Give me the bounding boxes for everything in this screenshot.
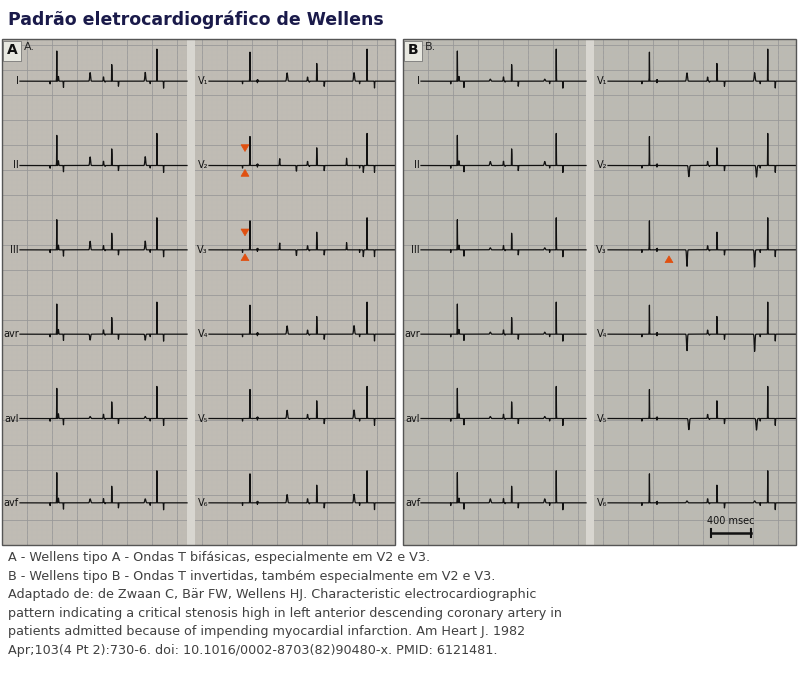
Text: III: III [10,245,19,255]
Bar [2,39,395,545]
Polygon shape [665,256,673,263]
Text: B.: B. [425,42,436,52]
Text: 400 msec: 400 msec [707,516,754,526]
Bar [403,39,796,545]
Text: avl: avl [5,414,19,423]
Bar [3,41,21,61]
Bar [2,39,395,545]
Text: V₄: V₄ [597,329,607,339]
Text: A - Wellens tipo A - Ondas T bifásicas, especialmente em V2 e V3.
B - Wellens ti: A - Wellens tipo A - Ondas T bifásicas, … [8,551,562,657]
Text: avl: avl [406,414,420,423]
Text: II: II [14,161,19,171]
Text: V₅: V₅ [198,414,208,423]
Text: II: II [414,161,420,171]
Text: V₂: V₂ [198,161,208,171]
Polygon shape [241,169,249,176]
Text: I: I [16,76,19,86]
Text: V₅: V₅ [597,414,607,423]
Text: I: I [417,76,420,86]
Polygon shape [241,145,249,152]
Bar [187,39,195,545]
Text: V₃: V₃ [596,245,607,255]
Bar [404,41,422,61]
Text: V₁: V₁ [597,76,607,86]
Text: B: B [408,43,418,57]
Text: A: A [6,43,18,57]
Text: V₂: V₂ [597,161,607,171]
Text: A.: A. [24,42,35,52]
Text: avf: avf [4,498,19,508]
Bar [586,39,594,545]
Text: V₆: V₆ [198,498,208,508]
Text: Padrão eletrocardiográfico de Wellens: Padrão eletrocardiográfico de Wellens [8,11,384,29]
Text: V₁: V₁ [198,76,208,86]
Polygon shape [241,229,249,236]
Text: III: III [411,245,420,255]
Text: V₃: V₃ [198,245,208,255]
Bar [403,39,796,545]
Text: avf: avf [405,498,420,508]
Polygon shape [241,254,249,261]
Text: avr: avr [404,329,420,339]
Text: V₆: V₆ [597,498,607,508]
Text: V₄: V₄ [198,329,208,339]
Text: avr: avr [3,329,19,339]
